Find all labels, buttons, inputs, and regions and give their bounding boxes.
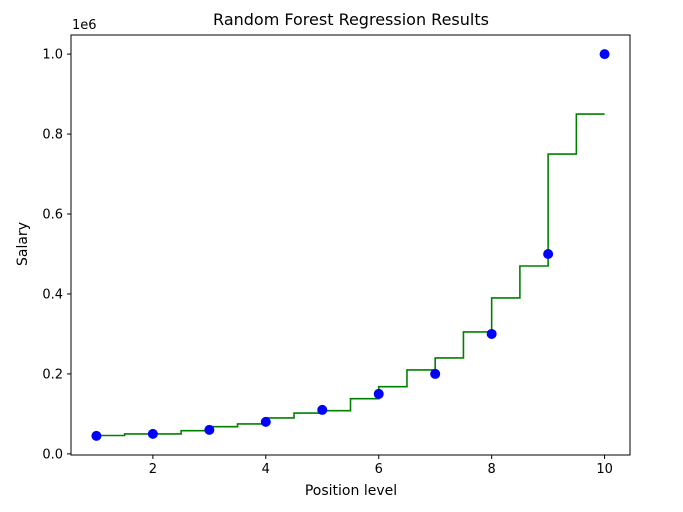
chart-title: Random Forest Regression Results xyxy=(213,10,489,29)
data-point xyxy=(204,424,215,435)
y-tick-label: 0.8 xyxy=(42,128,63,143)
x-tick-label: 2 xyxy=(149,462,157,477)
data-point xyxy=(147,428,158,439)
y-tick-label: 0.6 xyxy=(42,208,63,223)
y-offset-label: 1e6 xyxy=(72,18,97,33)
data-point xyxy=(543,248,554,259)
plot-area xyxy=(70,34,631,456)
x-tick-label: 6 xyxy=(375,462,383,477)
x-tick-label: 4 xyxy=(262,462,270,477)
y-axis-label: Salary xyxy=(15,222,31,266)
data-point xyxy=(430,368,441,379)
y-tick-label: 0.0 xyxy=(42,447,63,462)
y-tick-label: 0.2 xyxy=(42,367,63,382)
data-point xyxy=(373,388,384,399)
data-point xyxy=(91,430,102,441)
data-point xyxy=(599,49,610,60)
x-tick-label: 8 xyxy=(488,462,496,477)
x-tick-label: 10 xyxy=(596,462,613,477)
y-axis-ticks: 0.0 0.2 0.4 0.6 0.8 1.0 xyxy=(42,48,71,462)
data-points xyxy=(91,49,610,441)
x-axis-ticks: 2 4 6 8 10 xyxy=(149,455,613,477)
data-point xyxy=(317,404,328,415)
y-tick-label: 1.0 xyxy=(42,48,63,63)
y-tick-label: 0.4 xyxy=(42,287,63,302)
x-axis-label: Position level xyxy=(305,483,397,499)
data-point xyxy=(486,328,497,339)
data-point xyxy=(260,416,271,427)
